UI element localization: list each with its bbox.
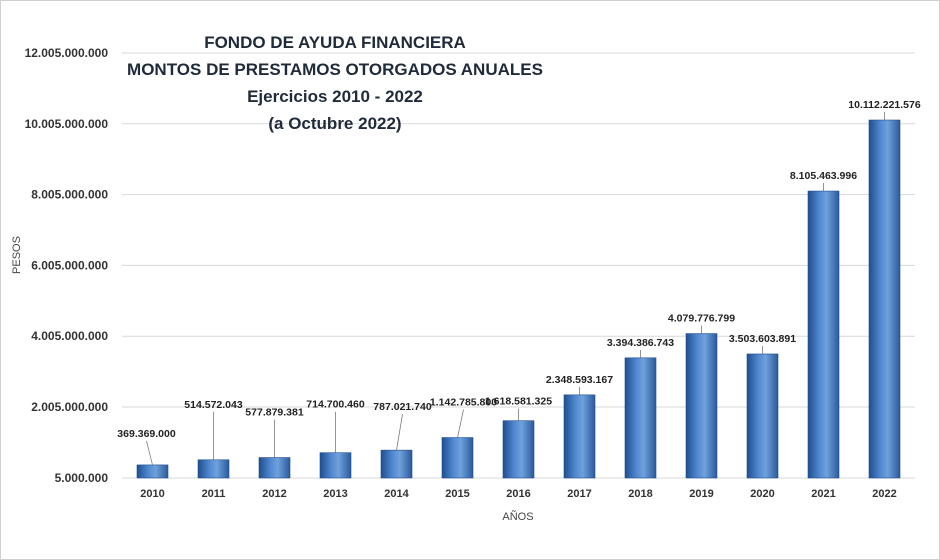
- y-tick-label: 10.005.000.000: [25, 117, 109, 131]
- data-label: 3.394.386.743: [607, 337, 674, 349]
- label-leader: [457, 409, 464, 438]
- data-label: 369.369.000: [117, 428, 176, 440]
- y-axis-ticks: 5.000.000 2.005.000.000 4.005.000.000 6.005…: [25, 46, 109, 485]
- y-tick-label: 6.005.000.000: [31, 258, 108, 272]
- data-label: 1.142.785.800: [430, 397, 497, 409]
- x-tick-label: 2013: [323, 488, 347, 500]
- data-label: 514.572.043: [184, 399, 243, 411]
- x-tick-label: 2011: [202, 488, 226, 500]
- bar: [685, 333, 718, 479]
- chart-title-line-2: MONTOS DE PRESTAMOS OTORGADOS ANUALES: [127, 60, 543, 79]
- label-leaders: [146, 112, 885, 466]
- data-label: 8.105.463.996: [790, 170, 857, 182]
- data-label: 577.879.381: [245, 407, 304, 419]
- data-label: 787.021.740: [373, 401, 432, 413]
- label-leader: [396, 414, 403, 451]
- data-label: 4.079.776.799: [668, 313, 735, 325]
- x-tick-label: 2014: [384, 488, 409, 500]
- bar: [502, 420, 535, 479]
- bar: [258, 457, 291, 479]
- data-label: 10.112.221.576: [848, 99, 921, 111]
- y-tick-label: 4.005.000.000: [31, 329, 108, 343]
- x-tick-label: 2022: [872, 488, 896, 500]
- x-tick-label: 2019: [689, 488, 713, 500]
- data-label: 714.700.460: [306, 399, 365, 411]
- bar: [807, 190, 840, 479]
- y-tick-label: 5.000.000: [55, 471, 109, 485]
- x-tick-label: 2015: [445, 488, 469, 500]
- bars: [136, 119, 901, 479]
- bar: [624, 357, 657, 479]
- chart-title-line-1: FONDO DE AYUDA FINANCIERA: [204, 33, 466, 52]
- bar: [136, 464, 169, 479]
- bar: [868, 119, 901, 479]
- bar: [380, 449, 413, 479]
- data-label: 1.618.581.325: [485, 396, 552, 408]
- x-tick-label: 2010: [140, 488, 164, 500]
- x-tick-label: 2012: [262, 488, 286, 500]
- bar: [563, 394, 596, 479]
- x-tick-label: 2018: [628, 488, 652, 500]
- y-axis-label: PESOS: [11, 236, 23, 274]
- bar: [319, 452, 352, 479]
- label-leader: [146, 440, 153, 466]
- x-tick-label: 2020: [750, 488, 774, 500]
- x-axis-ticks: 2010 2011 2012 2013 2014 2015 2016 2017 2018 2019…: [140, 488, 896, 500]
- y-tick-label: 8.005.000.000: [31, 188, 108, 202]
- data-label: 2.348.593.167: [546, 374, 613, 386]
- x-tick-label: 2016: [506, 488, 530, 500]
- gridlines: [122, 52, 915, 479]
- bar: [746, 353, 779, 479]
- bar: [441, 437, 474, 479]
- chart-title-line-4: (a Octubre 2022): [268, 114, 401, 133]
- chart-title-line-3: Ejercicios 2010 - 2022: [247, 87, 423, 106]
- bar: [197, 459, 230, 479]
- y-tick-label: 12.005.000.000: [25, 46, 109, 60]
- x-tick-label: 2021: [811, 488, 835, 500]
- x-axis-label: AÑOS: [502, 510, 533, 523]
- y-tick-label: 2.005.000.000: [31, 400, 108, 414]
- x-tick-label: 2017: [567, 488, 591, 500]
- data-label: 3.503.603.891: [729, 333, 796, 345]
- data-labels: 369.369.000 514.572.043577.879.381714.700…: [117, 99, 921, 440]
